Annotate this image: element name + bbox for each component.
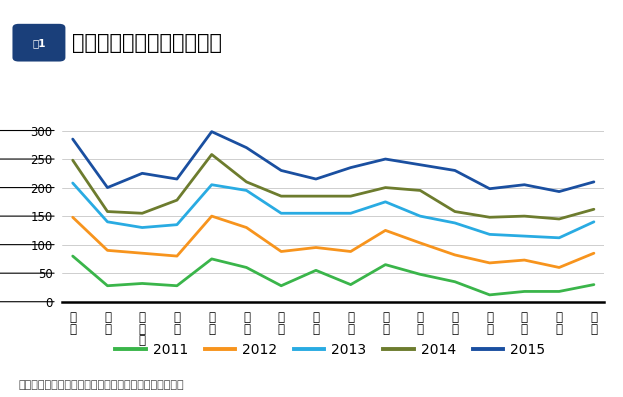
Legend: 2011, 2012, 2013, 2014, 2015: 2011, 2012, 2013, 2014, 2015 <box>110 337 551 362</box>
Text: 图1: 图1 <box>32 38 45 48</box>
Text: 数据来源：北京大学数字普惠金融指数报告，作者整理。: 数据来源：北京大学数字普惠金融指数报告，作者整理。 <box>19 380 184 390</box>
Text: 利用区块链的保险风险分散: 利用区块链的保险风险分散 <box>72 33 222 53</box>
